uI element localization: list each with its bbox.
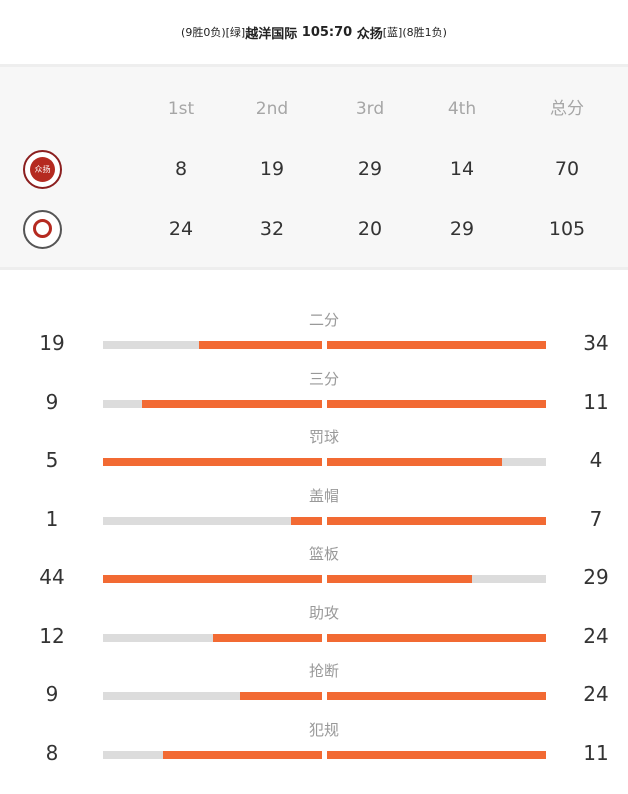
stat-right-value: 11	[583, 390, 609, 414]
stat-label: 篮板	[308, 545, 339, 563]
final-score: 105:70	[301, 24, 353, 40]
stat-row: 助攻 12 24	[0, 603, 628, 661]
stat-right-value: 4	[589, 448, 603, 472]
stat-right-bar	[327, 634, 546, 642]
home-record: (9胜0负)	[181, 26, 226, 39]
away-record: (8胜1负)	[402, 26, 447, 39]
stat-label: 罚球	[308, 428, 339, 446]
stat-left-value: 9	[45, 682, 59, 706]
stat-left-bar	[103, 458, 322, 466]
stat-row: 罚球 5 4	[0, 427, 628, 485]
stat-left-fill	[162, 751, 322, 759]
stat-right-bar	[327, 341, 546, 349]
stat-row: 二分 19 34	[0, 310, 628, 368]
stat-right-value: 24	[583, 624, 609, 648]
stat-left-bar	[103, 575, 322, 583]
stat-right-value: 7	[589, 507, 603, 531]
col-header-q4: 4th	[447, 99, 477, 119]
scoreboard-header: 1st 2nd 3rd 4th 总分	[0, 94, 628, 124]
quarter-scoreboard: 1st 2nd 3rd 4th 总分 众扬 8 19 29 14 70 24 3…	[0, 64, 628, 270]
stat-left-fill	[291, 517, 322, 525]
stat-right-value: 34	[583, 331, 609, 355]
home-color: [绿]	[225, 26, 246, 39]
stat-row: 篮板 44 29	[0, 544, 628, 602]
stat-left-bar	[103, 634, 322, 642]
stat-right-bar	[327, 458, 546, 466]
stat-left-fill	[212, 634, 322, 642]
score-cell: 32	[259, 218, 285, 240]
stat-right-fill	[327, 458, 503, 466]
zhongyang-logo-icon: 众扬	[23, 150, 62, 189]
stat-left-value: 44	[39, 565, 65, 589]
stat-left-value: 5	[45, 448, 59, 472]
scoreboard-row: 众扬 8 19 29 14 70	[0, 150, 628, 189]
stat-right-bar	[327, 575, 546, 583]
stat-left-value: 8	[45, 741, 59, 765]
stat-row: 犯规 8 11	[0, 720, 628, 778]
stat-right-value: 29	[583, 565, 609, 589]
stat-right-bar	[327, 517, 546, 525]
stat-right-fill	[327, 575, 472, 583]
stat-row: 抢断 9 24	[0, 661, 628, 719]
score-cell: 14	[449, 158, 475, 180]
score-cell: 20	[357, 218, 383, 240]
stat-label: 盖帽	[308, 487, 339, 505]
stat-right-fill	[327, 751, 546, 759]
stat-right-bar	[327, 400, 546, 408]
stat-left-fill	[103, 575, 322, 583]
score-cell: 8	[174, 158, 188, 180]
yueyang-logo-icon	[23, 210, 62, 249]
stat-left-value: 1	[45, 507, 59, 531]
stat-right-fill	[327, 400, 546, 408]
col-header-q2: 2nd	[255, 99, 289, 119]
away-color: [蓝]	[382, 26, 403, 39]
stat-left-bar	[103, 692, 322, 700]
stat-right-fill	[327, 341, 546, 349]
stat-label: 二分	[308, 311, 339, 329]
col-header-q1: 1st	[167, 99, 195, 119]
score-cell: 19	[259, 158, 285, 180]
score-cell: 29	[449, 218, 475, 240]
stat-label: 抢断	[308, 662, 339, 680]
stat-right-fill	[327, 517, 546, 525]
stat-left-value: 12	[39, 624, 65, 648]
score-cell: 24	[168, 218, 194, 240]
stat-label: 犯规	[308, 721, 339, 739]
stat-right-value: 24	[583, 682, 609, 706]
stat-right-fill	[327, 634, 546, 642]
total-cell: 70	[554, 158, 580, 180]
scoreboard-row: 24 32 20 29 105	[0, 210, 628, 249]
stat-right-bar	[327, 692, 546, 700]
total-cell: 105	[548, 218, 586, 240]
stat-row: 盖帽 1 7	[0, 486, 628, 544]
stat-right-value: 11	[583, 741, 609, 765]
stat-left-fill	[199, 341, 322, 349]
stat-left-fill	[142, 400, 322, 408]
col-header-q3: 3rd	[355, 99, 385, 119]
stat-label: 助攻	[308, 604, 339, 622]
stat-left-fill	[103, 458, 322, 466]
stat-row: 三分 9 11	[0, 369, 628, 427]
stat-right-fill	[327, 692, 546, 700]
game-header: (9胜0负) [绿] 越洋国际 105:70 众扬 [蓝] (8胜1负)	[0, 0, 628, 64]
stat-left-bar	[103, 751, 322, 759]
away-team-name: 众扬	[356, 26, 383, 42]
stat-left-value: 9	[45, 390, 59, 414]
stat-right-bar	[327, 751, 546, 759]
home-team-name: 越洋国际	[245, 26, 298, 42]
score-cell: 29	[357, 158, 383, 180]
stat-left-bar	[103, 341, 322, 349]
stat-left-bar	[103, 400, 322, 408]
stat-left-bar	[103, 517, 322, 525]
stat-left-fill	[239, 692, 322, 700]
stat-label: 三分	[308, 370, 339, 388]
stat-left-value: 19	[39, 331, 65, 355]
col-header-total: 总分	[550, 99, 584, 119]
